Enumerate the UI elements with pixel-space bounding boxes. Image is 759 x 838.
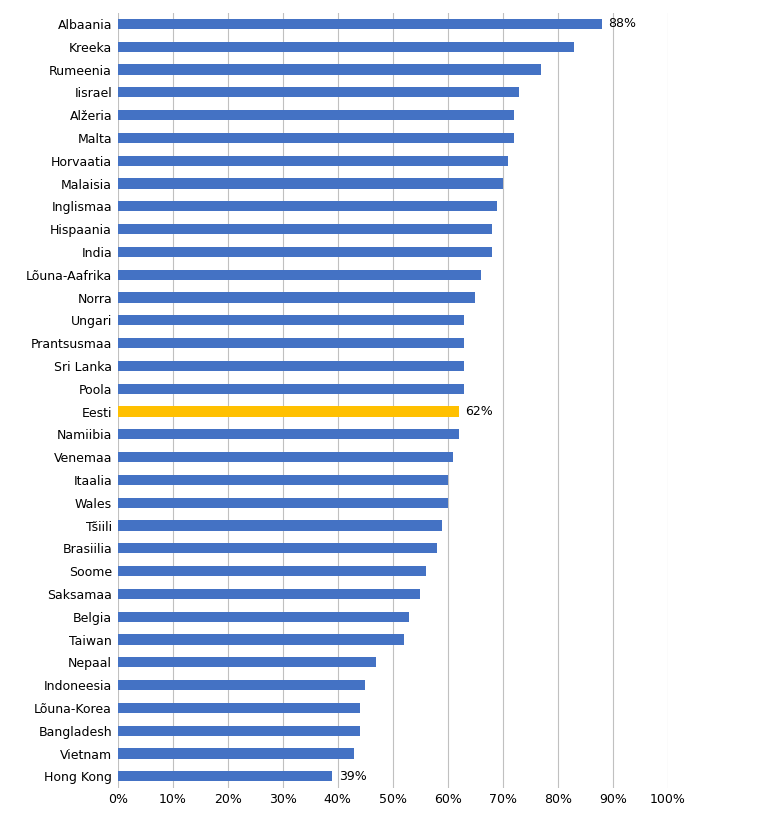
Bar [118, 224, 492, 235]
Bar [118, 315, 465, 325]
Bar [118, 680, 365, 691]
Bar [118, 634, 404, 644]
Bar [118, 520, 442, 530]
Bar [118, 178, 502, 189]
Bar [118, 133, 514, 143]
Bar [118, 110, 514, 121]
Bar [118, 498, 448, 508]
Bar [118, 566, 426, 577]
Bar [118, 612, 409, 622]
Text: 62%: 62% [465, 405, 493, 418]
Text: 88%: 88% [609, 18, 637, 30]
Bar [118, 42, 575, 52]
Bar [118, 726, 360, 736]
Bar [118, 748, 354, 758]
Bar [118, 406, 458, 416]
Bar [118, 703, 360, 713]
Bar [118, 657, 376, 667]
Bar [118, 156, 509, 166]
Bar [118, 338, 465, 349]
Bar [118, 18, 602, 29]
Bar [118, 65, 541, 75]
Bar [118, 475, 448, 485]
Text: 39%: 39% [339, 770, 367, 783]
Bar [118, 429, 458, 439]
Bar [118, 361, 465, 371]
Bar [118, 384, 465, 394]
Bar [118, 452, 453, 463]
Bar [118, 201, 497, 211]
Bar [118, 543, 437, 553]
Bar [118, 292, 475, 303]
Bar [118, 87, 519, 97]
Bar [118, 771, 332, 782]
Bar [118, 270, 481, 280]
Bar [118, 589, 420, 599]
Bar [118, 247, 492, 257]
